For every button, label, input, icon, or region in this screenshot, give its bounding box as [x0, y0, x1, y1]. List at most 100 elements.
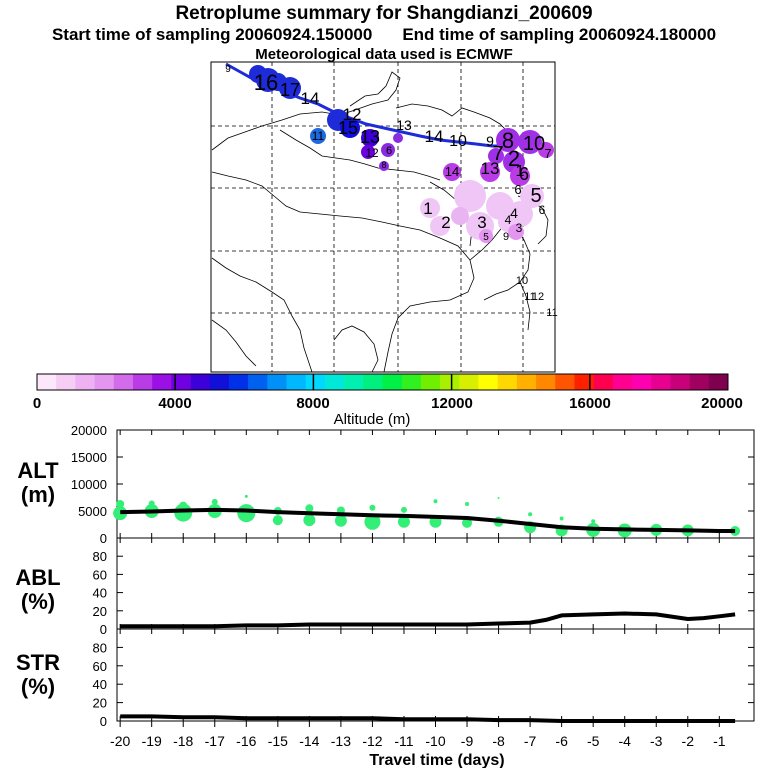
plume-label: 6 [386, 145, 392, 157]
alt-panel-title: ALT [17, 458, 59, 483]
x-tick-label: -19 [142, 733, 162, 749]
plume-label: 13 [396, 117, 412, 133]
colorbar-cell [190, 374, 211, 390]
plume-label: 12 [343, 105, 362, 124]
plume-cluster-dot [361, 129, 379, 147]
colorbar-tick-0: 0 [33, 395, 41, 412]
plume-label: 8 [381, 160, 386, 170]
plume-label: 7 [544, 146, 551, 161]
plume-cluster-dot [454, 180, 486, 212]
altitude-spread-dot [174, 503, 193, 522]
plume-label: 16 [254, 70, 278, 95]
colorbar-cells [37, 374, 729, 390]
plume-label: 17 [280, 80, 300, 100]
end-time-label: End time of sampling 20060924.180000 [402, 25, 717, 44]
altitude-spread-dot [303, 514, 316, 527]
x-tick-label: -2 [682, 733, 695, 749]
y-tick-label: 0 [100, 714, 107, 729]
x-tick-label: -3 [650, 733, 663, 749]
x-tick-label: -5 [587, 733, 600, 749]
abl-series-line [120, 611, 736, 629]
x-tick-label: -17 [205, 733, 225, 749]
colorbar-cell [555, 374, 575, 390]
plume-label: 4 [510, 205, 518, 221]
plume-cluster-dot [538, 142, 554, 158]
sampling-times: Start time of sampling 20060924.150000 En… [0, 25, 768, 45]
plume-cluster-dot [480, 162, 500, 182]
x-tick-label: -1 [713, 733, 726, 749]
plume-label: 1 [516, 163, 525, 180]
colorbar-cell [132, 374, 153, 390]
str-panel-frame [116, 628, 755, 722]
plume-label: 6 [539, 203, 546, 217]
colorbar-label: Altitude (m) [334, 411, 411, 428]
plume-label: 8 [502, 128, 514, 153]
colorbar-tick-12000: 12000 [431, 395, 473, 412]
plume-label: 14 [425, 127, 444, 146]
colorbar-frame [36, 373, 729, 391]
altitude-spread-dot [148, 500, 155, 507]
colorbar-cell [632, 374, 652, 390]
colorbar-cell [651, 374, 671, 390]
plume-label: 13 [481, 159, 500, 178]
x-tick-label: -14 [299, 733, 319, 749]
plume-clusters [249, 65, 554, 243]
x-tick-label: -16 [236, 733, 256, 749]
plume-cluster-dot [496, 128, 520, 152]
y-tick-label: 80 [93, 549, 107, 564]
y-tick-label: 10000 [71, 477, 107, 492]
plume-cluster-dot [269, 73, 287, 91]
plume-label: 10 [449, 133, 467, 150]
y-tick-label: 20 [93, 696, 107, 711]
plume-cluster-dot [451, 207, 469, 225]
plume-label: 13 [360, 127, 380, 147]
plume-cluster-dot [430, 216, 450, 236]
colorbar-cell [382, 374, 402, 390]
colorbar-cell [708, 374, 729, 390]
plume-cluster-dot [443, 163, 461, 181]
plume-label: 2 [441, 213, 450, 232]
y-tick-label: 20 [93, 604, 107, 619]
str-panel-unit: (%) [21, 674, 55, 699]
altitude-spread-dot [113, 506, 128, 521]
x-tick-label: -11 [394, 733, 413, 749]
plume-cluster-dot [508, 224, 524, 240]
plume-cluster-dot [479, 229, 493, 243]
x-tick-label: -20 [110, 733, 130, 749]
altitude-spread-dot [528, 512, 533, 517]
plume-cluster-dot [420, 198, 440, 218]
plume-label: 3 [477, 213, 486, 232]
colorbar-cell [536, 374, 556, 390]
y-tick-label: 40 [93, 586, 107, 601]
x-tick-label: -10 [425, 733, 445, 749]
altitude-spread-dot [334, 514, 347, 527]
plume-cluster-dot [381, 143, 395, 157]
plume-cluster-dot [340, 118, 360, 138]
plume-label: 7 [492, 143, 503, 165]
plume-label: 2 [508, 146, 520, 171]
plume-label: 11 [524, 291, 535, 303]
plume-label: 9 [486, 133, 494, 149]
altitude-spread-dot [179, 501, 188, 510]
colorbar-cell [497, 374, 518, 390]
colorbar-cell [420, 374, 441, 390]
abl-panel-unit: (%) [21, 589, 55, 614]
altitude-spread-dot [369, 504, 376, 511]
colorbar-cell [401, 374, 422, 390]
y-tick-label: 5000 [78, 504, 107, 519]
x-axis-label: Travel time (days) [369, 752, 504, 768]
colorbar-cell [574, 374, 594, 390]
plume-label: 11 [546, 307, 557, 319]
plume-label: 11 [312, 129, 325, 143]
y-tick-label: 40 [93, 677, 107, 692]
y-tick-label: 0 [100, 531, 107, 546]
altitude-spread-dot [272, 515, 283, 526]
altitude-spread-dot [497, 497, 500, 500]
colorbar-cell [612, 374, 633, 390]
altitude-spread-dot [237, 504, 256, 523]
altitude-spread-dot [116, 499, 125, 508]
x-tick-label: -8 [492, 733, 505, 749]
colorbar-cell [440, 374, 460, 390]
timeseries-marks: 0 5000 10000 15000 20000 0 20 40 60 80 0 20 40 60 80 -2… [71, 423, 754, 749]
